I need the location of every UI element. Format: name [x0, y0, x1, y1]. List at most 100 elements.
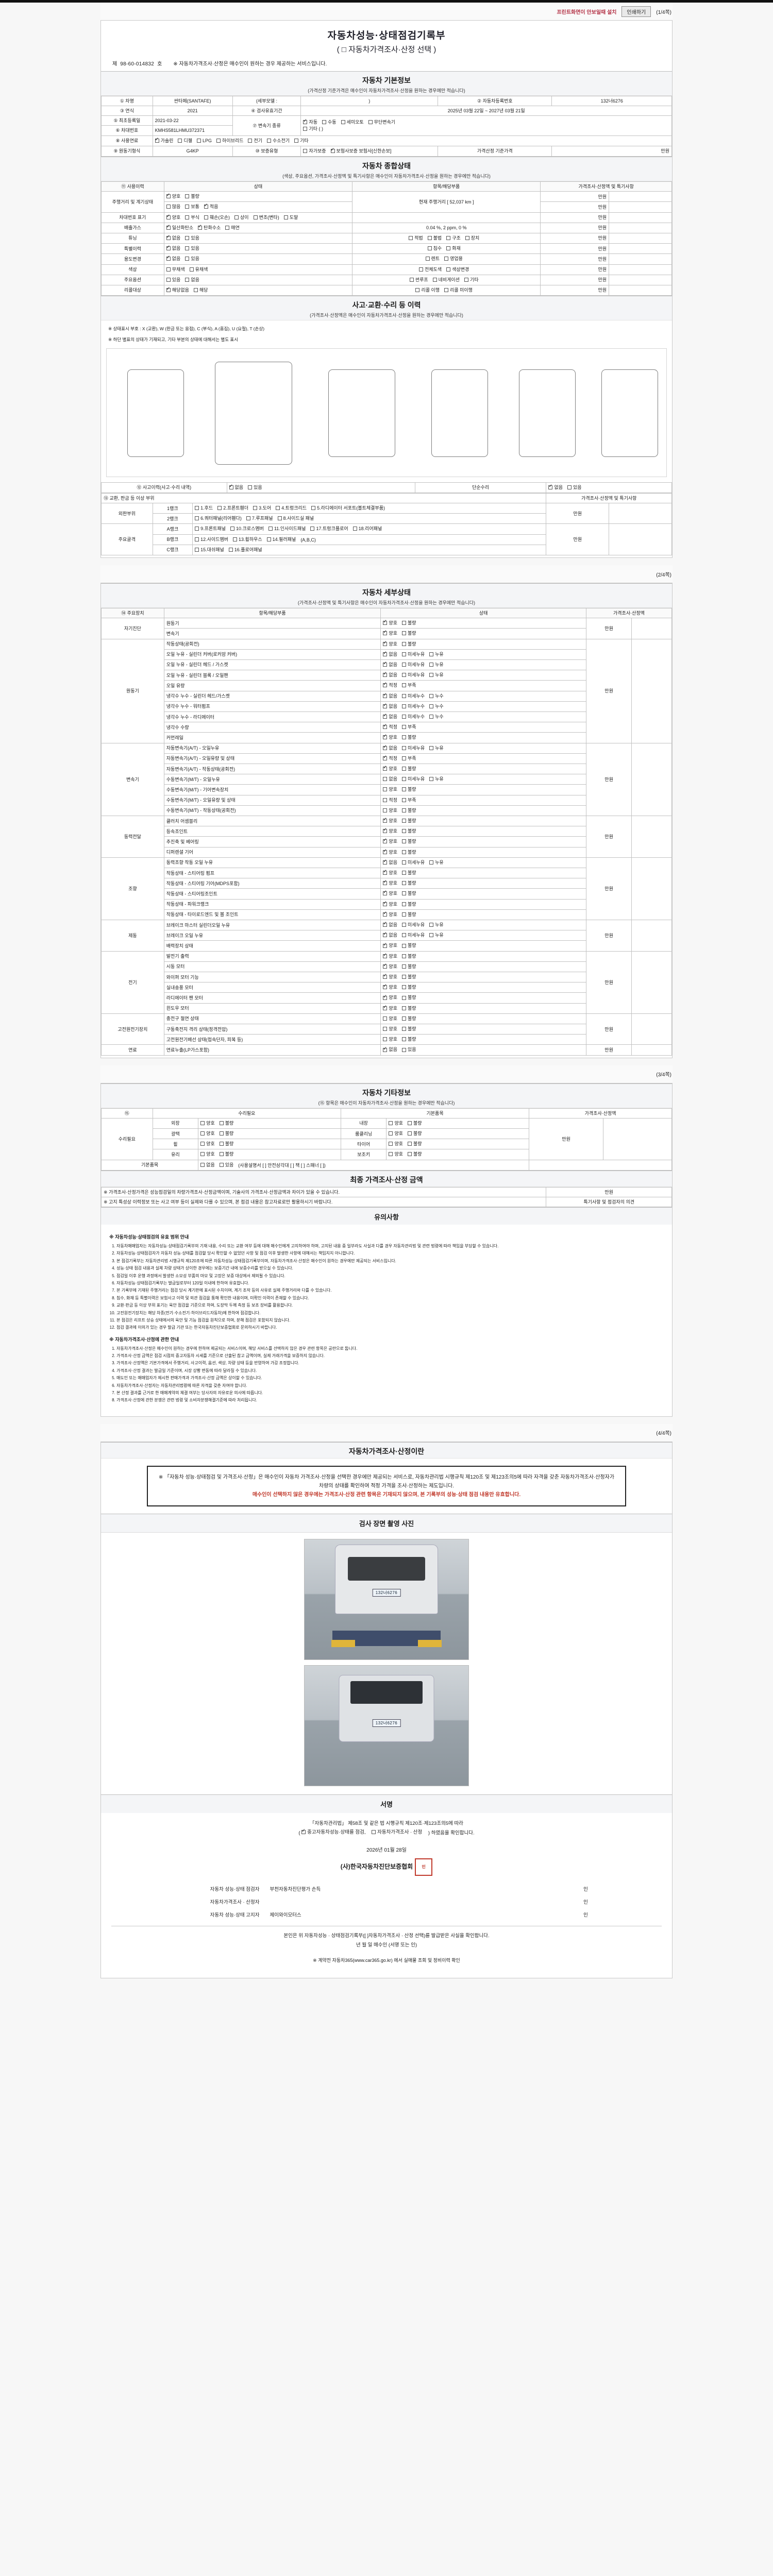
etc-state-option[interactable]: 양호: [389, 1141, 403, 1147]
state-option[interactable]: 일산화탄소: [166, 224, 193, 231]
detail-state-option[interactable]: 불량: [401, 942, 416, 948]
state-option[interactable]: 해당: [193, 287, 208, 293]
detail-state-option[interactable]: 누유: [429, 672, 444, 678]
detail-state-option[interactable]: 미세누수: [401, 714, 425, 720]
detail-state-option[interactable]: 양호: [383, 619, 397, 626]
etc-state-option[interactable]: 불량: [408, 1130, 422, 1137]
detail-state-option[interactable]: 미세누유: [401, 662, 425, 668]
mid-option[interactable]: 불법: [427, 235, 442, 241]
detail-option[interactable]: 기타: [464, 277, 479, 283]
detail-state-option[interactable]: 불량: [401, 1005, 416, 1011]
detail-state-option[interactable]: 누유: [429, 776, 444, 782]
detail-state-option[interactable]: 없음: [383, 671, 397, 678]
detail-state-option[interactable]: 없음: [383, 921, 397, 928]
warranty-self-option[interactable]: 자가보증: [303, 148, 326, 154]
detail-state-option[interactable]: 양호: [383, 953, 397, 959]
detail-state-option[interactable]: 미세누유: [401, 651, 425, 657]
detail-state-option[interactable]: 불량: [401, 818, 416, 824]
accident-option[interactable]: 없음: [229, 484, 243, 490]
detail-state-option[interactable]: 불량: [401, 849, 416, 855]
state-option[interactable]: 없음: [166, 234, 180, 241]
exchange-part-option[interactable]: 9.프론트패널: [195, 526, 226, 532]
state-option[interactable]: 상이: [234, 214, 249, 221]
detail-state-option[interactable]: 불량: [401, 880, 416, 886]
etc-state-option[interactable]: 불량: [219, 1130, 233, 1137]
state-option[interactable]: 있음: [185, 235, 199, 241]
detail-state-option[interactable]: 불량: [401, 828, 416, 834]
detail-state-option[interactable]: 양호: [383, 807, 397, 814]
fuel-option[interactable]: 디젤: [178, 138, 192, 144]
detail-state-option[interactable]: 미세누유: [401, 672, 425, 678]
detail-state-option[interactable]: 불량: [401, 870, 416, 876]
etc-state-option[interactable]: 양호: [200, 1141, 215, 1147]
detail-state-option[interactable]: 미세누유: [401, 859, 425, 866]
detail-state-option[interactable]: 불량: [401, 984, 416, 990]
detail-state-option[interactable]: 누유: [429, 859, 444, 866]
etc-state-option[interactable]: 불량: [219, 1141, 233, 1147]
basic-item-option[interactable]: 없음: [200, 1162, 215, 1168]
detail-state-option[interactable]: 양호: [383, 890, 397, 896]
state-option[interactable]: 무채색: [166, 266, 185, 273]
detail-state-option[interactable]: 불량: [401, 963, 416, 970]
exchange-part-option[interactable]: 8.사이드실 패널: [277, 515, 314, 521]
detail-state-option[interactable]: 양호: [383, 994, 397, 1001]
exchange-part-option[interactable]: 6.쿼터패널(리어휀다): [195, 515, 242, 521]
transmission-option[interactable]: 세미오토: [341, 119, 364, 125]
detail-state-option[interactable]: 불량: [401, 953, 416, 959]
detail-state-option[interactable]: 없음: [383, 744, 397, 751]
state-option[interactable]: 없음: [185, 277, 199, 283]
detail-state-option[interactable]: 누유: [429, 651, 444, 657]
state-option[interactable]: 유채색: [189, 266, 208, 273]
state-option[interactable]: 있음: [166, 277, 180, 283]
etc-state-option[interactable]: 양호: [389, 1120, 403, 1126]
detail-state-option[interactable]: 양호: [383, 984, 397, 990]
detail-state-option[interactable]: 양호: [383, 942, 397, 948]
detail-state-option[interactable]: 누수: [429, 693, 444, 699]
etc-state-option[interactable]: 양호: [389, 1151, 403, 1157]
exchange-part-option[interactable]: 11.인사이드패널: [268, 526, 306, 532]
state-option[interactable]: 보통: [185, 204, 199, 210]
detail-state-option[interactable]: 미세누수: [401, 693, 425, 699]
detail-state-option[interactable]: 양호: [383, 901, 397, 907]
detail-state-option[interactable]: 있음: [401, 1046, 416, 1053]
detail-state-option[interactable]: 불량: [401, 766, 416, 772]
state-option[interactable]: 양호: [166, 193, 180, 199]
detail-state-option[interactable]: 없음: [383, 776, 397, 782]
install-print-plugin-link[interactable]: 프린트화면이 안보일때 설치: [557, 9, 617, 15]
detail-state-option[interactable]: 양호: [383, 838, 397, 844]
detail-state-option[interactable]: 양호: [383, 1026, 397, 1032]
transmission-option[interactable]: 자동: [303, 118, 317, 125]
detail-option[interactable]: 침수: [427, 245, 442, 251]
detail-option[interactable]: 네비게이션: [432, 277, 460, 283]
detail-state-option[interactable]: 불량: [401, 994, 416, 1001]
detail-state-option[interactable]: 양호: [383, 879, 397, 886]
detail-state-option[interactable]: 미세누유: [401, 745, 425, 751]
detail-state-option[interactable]: 불량: [401, 786, 416, 792]
detail-state-option[interactable]: 적정: [383, 723, 397, 730]
state-option[interactable]: 변조(변타): [253, 214, 279, 221]
detail-state-option[interactable]: 없음: [383, 703, 397, 709]
state-option[interactable]: 부식: [185, 214, 199, 221]
exchange-part-option[interactable]: 15.대쉬패널: [195, 547, 224, 553]
detail-state-option[interactable]: 불량: [401, 901, 416, 907]
basic-item-option[interactable]: 있음: [219, 1162, 233, 1168]
detail-state-option[interactable]: 불량: [401, 630, 416, 636]
detail-state-option[interactable]: 부족: [401, 682, 416, 688]
detail-state-option[interactable]: 없음: [383, 931, 397, 938]
detail-state-option[interactable]: 없음: [383, 1046, 397, 1053]
transmission-option[interactable]: 무단변속기: [368, 119, 395, 125]
transmission-option[interactable]: 수동: [322, 119, 337, 125]
detail-state-option[interactable]: 양호: [383, 911, 397, 918]
detail-state-option[interactable]: 불량: [401, 974, 416, 980]
exchange-part-option[interactable]: 16.플로어패널: [228, 547, 262, 553]
exchange-part-option[interactable]: 7.루프패널: [246, 515, 273, 521]
detail-state-option[interactable]: 누유: [429, 662, 444, 668]
detail-option[interactable]: 리콜 미이행: [444, 287, 473, 293]
state-option[interactable]: 매연: [225, 225, 240, 231]
detail-state-option[interactable]: 불량: [401, 1036, 416, 1042]
detail-state-option[interactable]: 부족: [401, 755, 416, 761]
simple-repair-option[interactable]: 없음: [548, 484, 563, 490]
detail-state-option[interactable]: 불량: [401, 620, 416, 626]
detail-option[interactable]: 구조: [446, 235, 461, 241]
state-option[interactable]: 있음: [185, 245, 199, 251]
